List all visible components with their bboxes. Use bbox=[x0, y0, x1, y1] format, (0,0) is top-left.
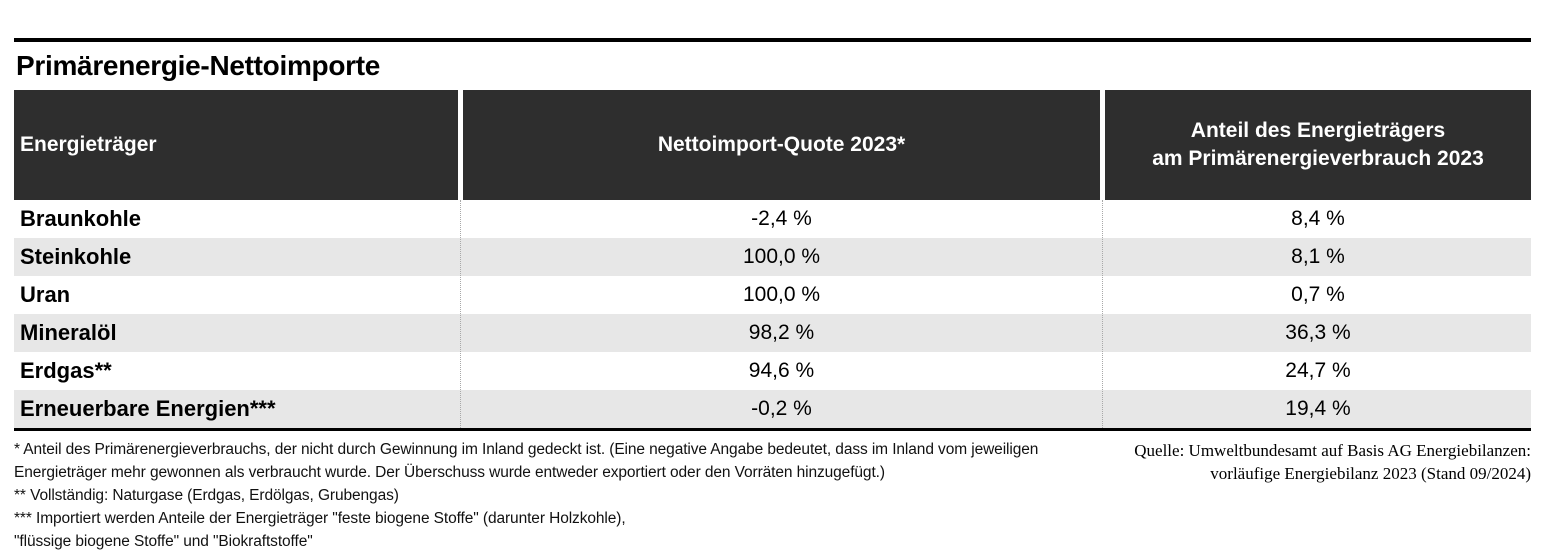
share-cell: 24,7 % bbox=[1285, 359, 1351, 382]
table-row-erdgas: Erdgas** 94,6 % 24,7 % bbox=[14, 352, 1531, 390]
energy-carrier-cell: Erdgas** bbox=[20, 358, 112, 383]
share-cell: 8,1 % bbox=[1291, 245, 1345, 268]
share-cell: 8,4 % bbox=[1291, 207, 1345, 230]
net-import-quote-cell: 94,6 % bbox=[748, 359, 815, 382]
share-cell: 36,3 % bbox=[1285, 321, 1351, 344]
top-rule bbox=[14, 38, 1531, 42]
header-label-energietraeger: Energieträger bbox=[20, 133, 157, 156]
net-import-quote-cell: -2,4 % bbox=[751, 207, 812, 230]
header-label-anteil-line2: am Primärenergieverbrauch 2023 bbox=[1152, 147, 1484, 170]
energy-imports-table: Energieträger Nettoimport-Quote 2023* An… bbox=[14, 90, 1531, 431]
content-container: Primärenergie-Nettoimporte Energieträger… bbox=[14, 0, 1531, 553]
table-row-mineraloel: Mineralöl 98,2 % 36,3 % bbox=[14, 314, 1531, 352]
source-line1: Quelle: Umweltbundesamt auf Basis AG Ene… bbox=[1134, 441, 1531, 460]
energy-carrier-cell: Mineralöl bbox=[20, 320, 117, 345]
table-row-erneuerbare-energien: Erneuerbare Energien*** -0,2 % 19,4 % bbox=[14, 390, 1531, 428]
bottom-rule bbox=[14, 428, 1531, 431]
table-header-row: Energieträger Nettoimport-Quote 2023* An… bbox=[14, 90, 1531, 200]
header-cell-nettoimport-quote: Nettoimport-Quote 2023* bbox=[463, 90, 1100, 200]
footnote-double-asterisk: ** Vollständig: Naturgase (Erdgas, Erdöl… bbox=[14, 487, 399, 504]
source-line2: vorläufige Energiebilanz 2023 (Stand 09/… bbox=[1210, 464, 1531, 483]
energy-carrier-cell: Braunkohle bbox=[20, 206, 142, 231]
net-import-quote-cell: -0,2 % bbox=[751, 397, 812, 420]
table-row-steinkohle: Steinkohle 100,0 % 8,1 % bbox=[14, 238, 1531, 276]
footnote-triple-asterisk-line2: "flüssige biogene Stoffe" und "Biokrafts… bbox=[14, 533, 313, 550]
page-title: Primärenergie-Nettoimporte bbox=[16, 50, 381, 81]
column-divider-dotted-1 bbox=[460, 200, 461, 428]
source-attribution: Quelle: Umweltbundesamt auf Basis AG Ene… bbox=[1134, 438, 1531, 485]
net-import-quote-cell: 100,0 % bbox=[742, 283, 821, 306]
net-import-quote-cell: 98,2 % bbox=[748, 321, 815, 344]
energy-carrier-cell: Erneuerbare Energien*** bbox=[20, 396, 276, 421]
column-divider-dotted-2 bbox=[1102, 200, 1103, 428]
header-label-anteil: Anteil des Energieträgers am Primärenerg… bbox=[1152, 117, 1484, 173]
footnote-asterisk-line1: * Anteil des Primärenergieverbrauchs, de… bbox=[14, 441, 1039, 458]
footnotes: * Anteil des Primärenergieverbrauchs, de… bbox=[14, 438, 1038, 553]
table-row-uran: Uran 100,0 % 0,7 % bbox=[14, 276, 1531, 314]
table-body: Braunkohle -2,4 % 8,4 % Steinkohle 100,0… bbox=[14, 200, 1531, 428]
footer: * Anteil des Primärenergieverbrauchs, de… bbox=[14, 438, 1531, 553]
footnote-asterisk-line2: Energieträger mehr gewonnen als verbrauc… bbox=[14, 464, 885, 481]
header-cell-energietraeger: Energieträger bbox=[14, 90, 458, 200]
share-cell: 0,7 % bbox=[1291, 283, 1345, 306]
header-label-anteil-line1: Anteil des Energieträgers bbox=[1190, 119, 1446, 142]
header-label-nettoimport-quote: Nettoimport-Quote 2023* bbox=[657, 133, 906, 156]
share-cell: 19,4 % bbox=[1285, 397, 1351, 420]
net-import-quote-cell: 100,0 % bbox=[742, 245, 821, 268]
footnote-triple-asterisk-line1: *** Importiert werden Anteile der Energi… bbox=[14, 510, 626, 527]
header-cell-anteil: Anteil des Energieträgers am Primärenerg… bbox=[1105, 90, 1531, 200]
energy-carrier-cell: Steinkohle bbox=[20, 244, 132, 269]
energy-carrier-cell: Uran bbox=[20, 282, 71, 307]
table-row-braunkohle: Braunkohle -2,4 % 8,4 % bbox=[14, 200, 1531, 238]
